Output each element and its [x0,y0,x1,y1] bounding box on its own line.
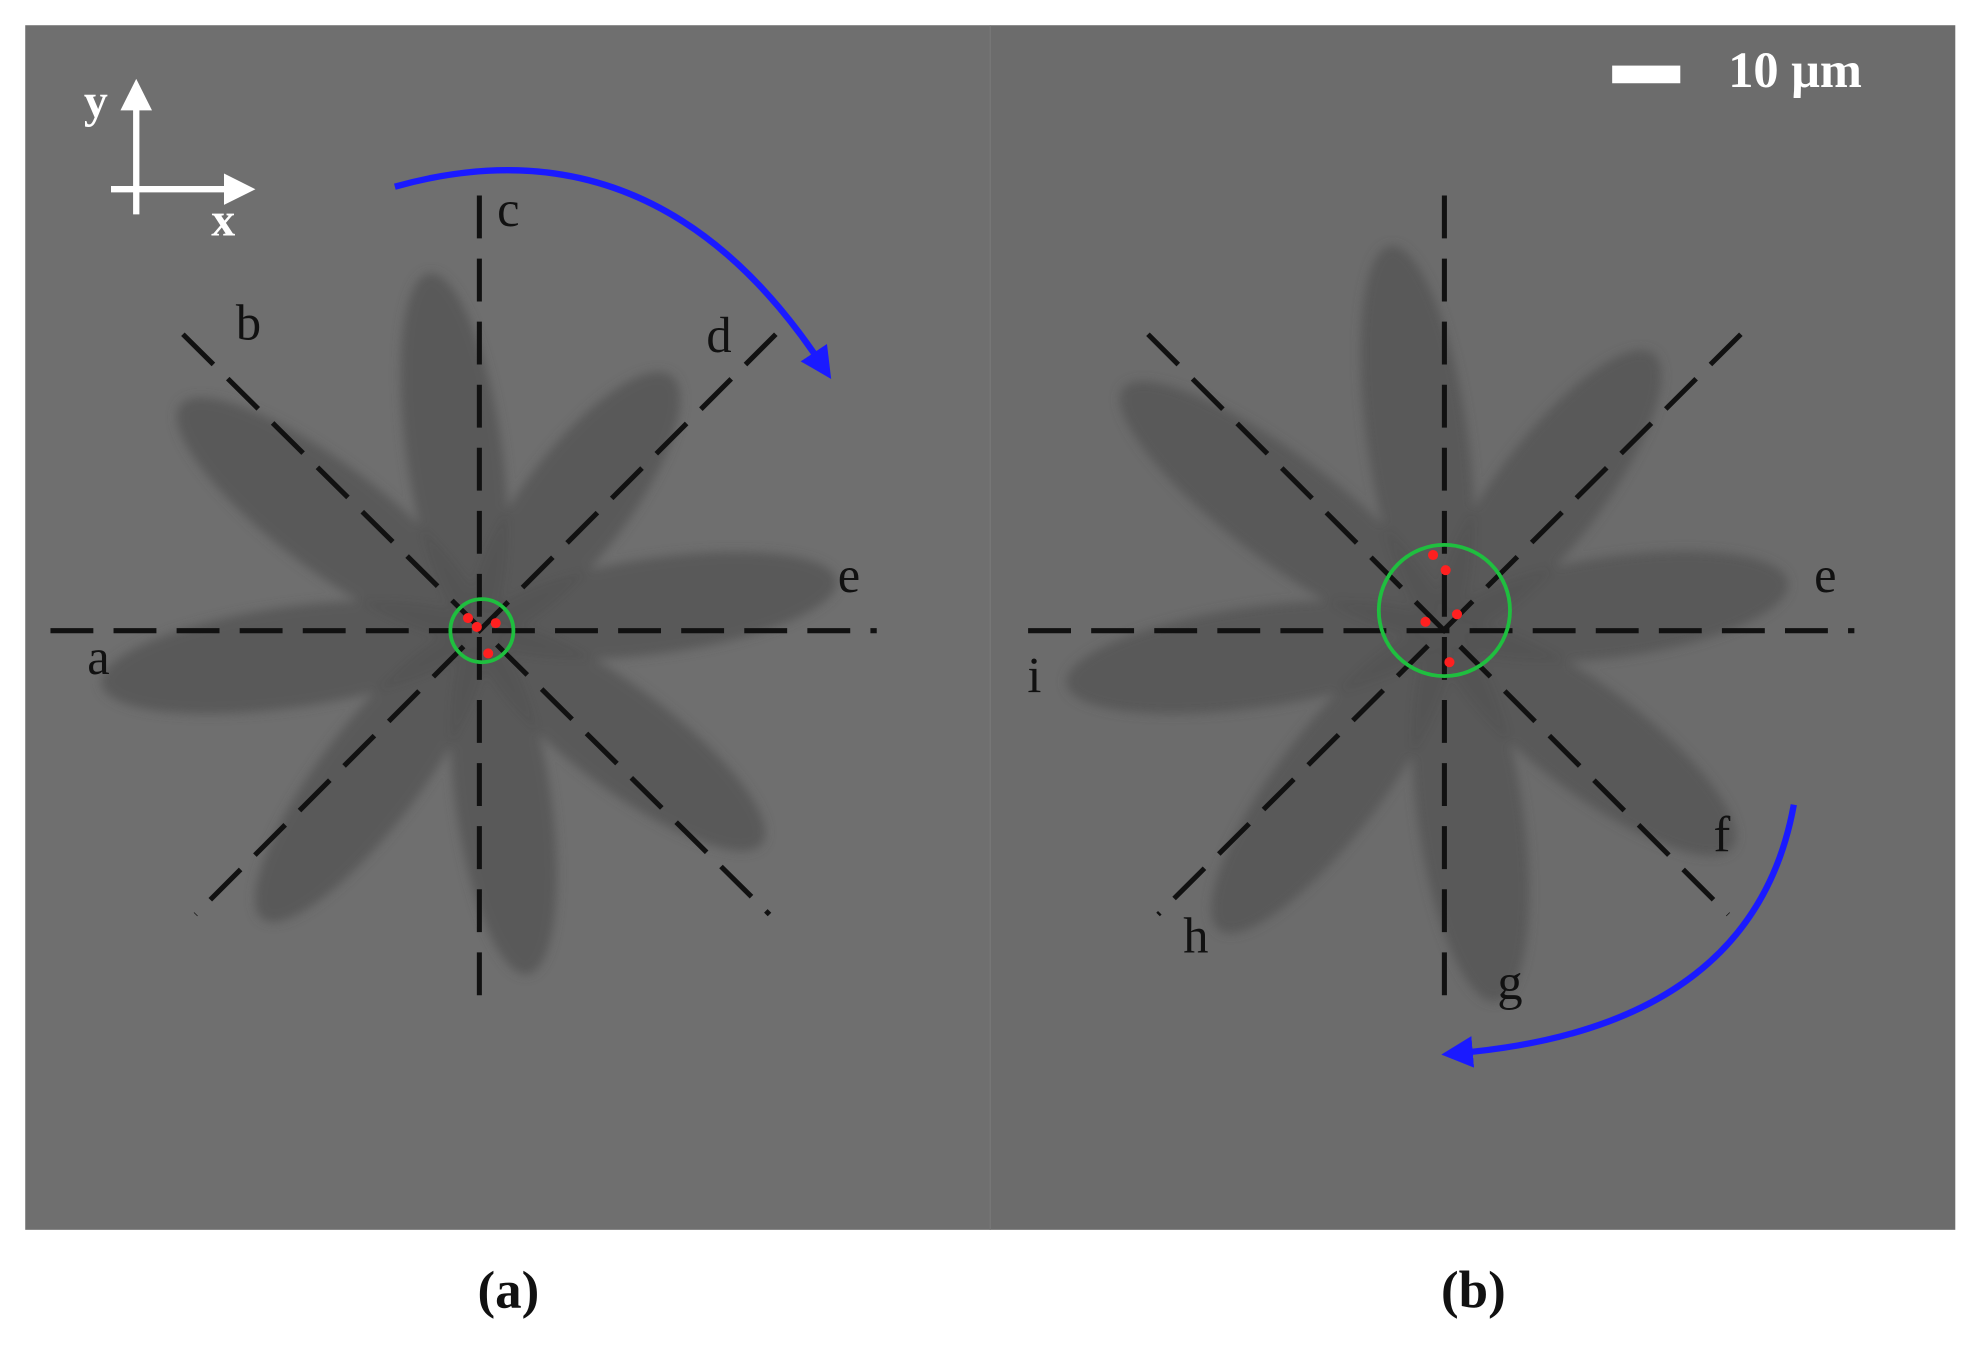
petal [1440,622,1737,856]
line-label: d [706,307,731,363]
line-label: g [1497,954,1522,1010]
caption: (b) [1441,1262,1506,1320]
rotation-arrow [1441,804,1797,1068]
scale-bar [1612,65,1681,84]
line-label: e [1814,547,1836,603]
axis-label: y [84,75,108,128]
line-label: i [1027,648,1041,704]
line-label: c [497,181,519,237]
line-label: e [838,547,860,603]
axis-label: x [211,194,235,247]
scale-label: 10 μm [1728,42,1862,98]
red-dots [462,549,1463,668]
petal [476,623,766,851]
line-label: h [1183,908,1208,964]
petal [470,371,681,635]
center-circle [1376,543,1512,678]
line-label: f [1714,807,1731,863]
petal [254,627,487,922]
petal [1119,381,1448,638]
rotation-arrow [393,167,832,379]
center-circle [448,597,516,665]
line-label: b [236,295,261,351]
petal [1211,627,1453,934]
caption: (a) [477,1262,539,1320]
petal [176,397,483,639]
line-label: a [87,629,109,685]
